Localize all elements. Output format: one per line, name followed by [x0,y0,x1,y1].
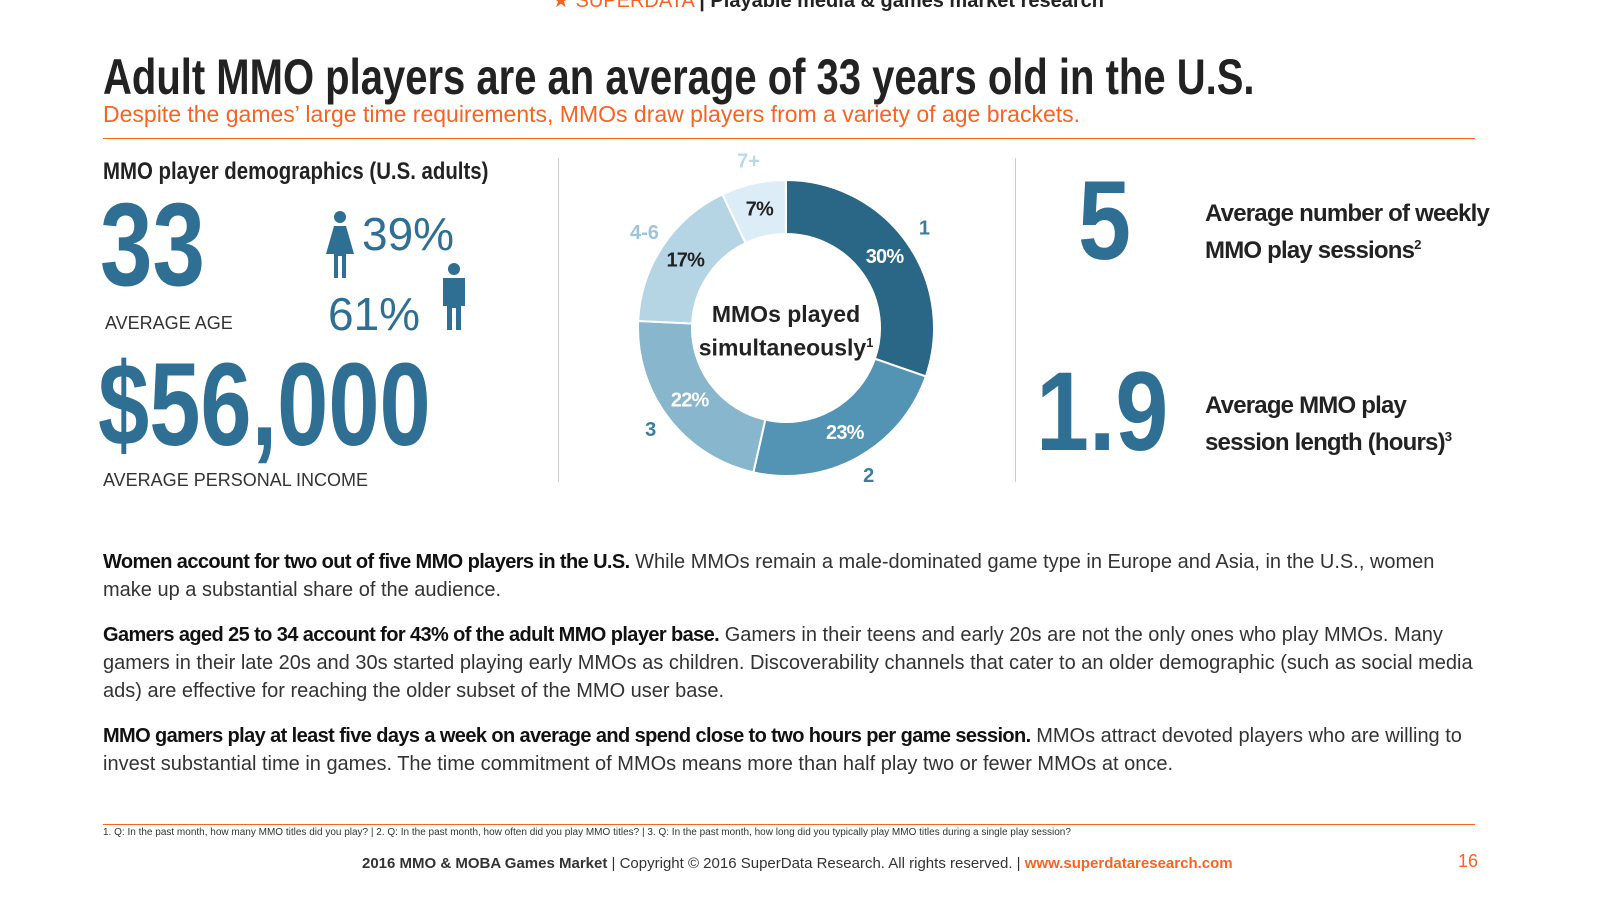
value-label: 23% [826,422,865,444]
footer-report: 2016 MMO & MOBA Games Market [362,855,608,872]
age-label: AVERAGE AGE [105,313,233,333]
header: ★ SUPERDATA | Playable media & games mar… [552,0,1104,13]
donut-chart: 30% 1 23% 2 22% 3 17% 4-6 7% 7+ [630,150,935,487]
male-share: 61% [328,288,421,340]
paragraph-text: MMOs attract devoted players who are wil… [103,725,1462,775]
brand: SUPERDATA [575,0,694,12]
title-rule [103,138,1475,139]
subtitle: Despite the games’ large time requiremen… [103,101,1081,127]
donut-segment [785,178,935,378]
paragraph-text: While MMOs remain a male-dominated game … [103,551,1435,601]
category-label: 7+ [737,150,760,172]
paragraph: Gamers aged 25 to 34 account for 43% of … [103,621,1483,705]
category-label: 3 [645,419,656,441]
chart-title-note: 1 [866,336,874,350]
female-icon [326,211,354,278]
donut-segment [721,178,787,245]
stat-note: 2 [1414,237,1421,252]
category-label: 2 [863,465,874,487]
footnote: 1. Q: In the past month, how many MMO ti… [103,827,1071,838]
paragraph-lead: Gamers aged 25 to 34 account for 43% of … [103,624,720,646]
tagline: Playable media & games market research [710,0,1104,12]
footer-url: www.superdataresearch.com [1024,855,1233,872]
value-label: 17% [666,249,705,271]
value-label: 30% [866,246,905,268]
paragraph: Women account for two out of five MMO pl… [103,548,1483,604]
stat-label: Average MMO play session length (hours)3 [1205,390,1495,458]
category-label: 1 [919,218,930,240]
donut-segment [752,357,928,477]
female-share: 39% [362,208,455,260]
average-age: 33 [100,179,206,311]
value-label: 22% [671,390,710,412]
chart-title: MMOs played simultaneously [698,301,867,361]
stat-value: 5 [1078,158,1131,283]
stat-label: Average number of weekly MMO play sessio… [1205,198,1495,266]
paragraph: MMO gamers play at least five days a wee… [103,722,1483,778]
value-label: 7% [746,198,774,220]
divider [558,158,559,482]
tagline-sep: | [699,0,705,12]
stat-label-text: Average number of weekly MMO play sessio… [1205,200,1490,264]
paragraph-lead: Women account for two out of five MMO pl… [103,551,630,573]
divider [1015,158,1016,482]
category-label: 4-6 [630,222,659,244]
stat-value: 1.9 [1036,349,1169,474]
title: Adult MMO players are an average of 33 y… [103,49,1255,105]
demographics-heading: MMO player demographics (U.S. adults) [103,158,489,185]
footer-copyright: | Copyright © 2016 SuperData Research. A… [611,855,1021,872]
page-number: 16 [1458,851,1479,871]
paragraph-lead: MMO gamers play at least five days a wee… [103,725,1031,747]
income-label: AVERAGE PERSONAL INCOME [103,470,369,490]
average-income: $56,000 [98,339,431,471]
brand-star: ★ [552,0,570,12]
footer: 2016 MMO & MOBA Games Market | Copyright… [362,855,1233,872]
male-icon [443,263,465,330]
stat-note: 3 [1444,429,1452,444]
paragraph-text: Gamers in their teens and early 20s are … [103,624,1473,702]
chart-center: MMOs played simultaneously1 [686,300,886,363]
stat-label-text: Average MMO play session length (hours) [1205,392,1446,456]
footnote-rule [103,824,1475,825]
